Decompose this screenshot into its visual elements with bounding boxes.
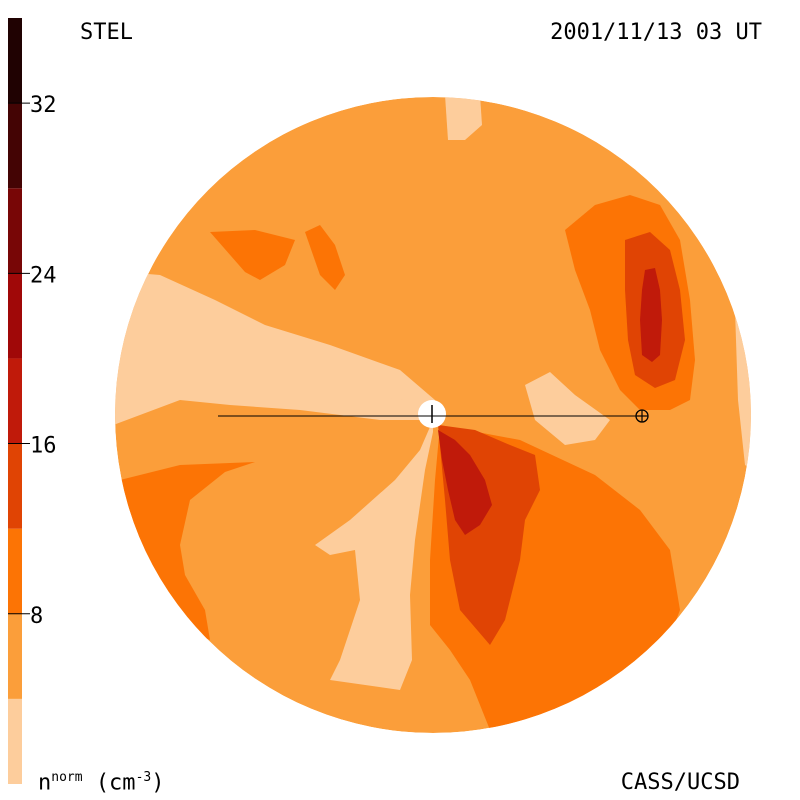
colorbar-level-2 — [8, 528, 22, 614]
colorbar-tick-label-1: 24 — [30, 263, 57, 288]
colorbar-level-6 — [8, 188, 22, 274]
quantity-close: ) — [151, 770, 165, 796]
peak-density-northeast — [640, 268, 662, 362]
low-density-north-spike — [445, 97, 482, 140]
quantity-label: nnorm (cm-3) — [38, 770, 164, 795]
medium-density-northwest-2 — [305, 225, 345, 290]
timestamp-label: 2001/11/13 03 UT — [550, 20, 762, 45]
quantity-symbol: n — [38, 770, 52, 796]
colorbar-level-4 — [8, 358, 22, 444]
colorbar-tick-label-3: 8 — [30, 604, 43, 629]
sun-disk-icon — [418, 400, 446, 428]
low-density-wedge-west-upper — [205, 380, 430, 412]
colorbar: 32 24 16 8 — [8, 18, 57, 784]
earth-symbol-icon — [635, 409, 649, 423]
medium-density-northwest-1 — [210, 230, 295, 280]
quantity-unit: (cm — [95, 770, 136, 796]
peak-density-south — [438, 430, 492, 535]
quantity-unit-superscript: -3 — [135, 770, 152, 785]
low-density-east-patch — [525, 372, 610, 445]
colorbar-level-8 — [8, 18, 22, 104]
colorbar-level-1 — [8, 613, 22, 699]
colorbar-level-7 — [8, 103, 22, 189]
low-density-south-stream — [315, 420, 433, 690]
low-density-region-west — [115, 270, 435, 430]
colorbar-tick-label-2: 16 — [30, 434, 57, 459]
colorbar-level-5 — [8, 273, 22, 359]
instrument-label: STEL — [80, 20, 133, 45]
colorbar-tick-label-0: 32 — [30, 93, 57, 118]
colorbar-level-0 — [8, 698, 22, 784]
colorbar-level-3 — [8, 443, 22, 529]
quantity-superscript: norm — [51, 770, 83, 785]
credit-label: CASS/UCSD — [620, 770, 740, 795]
